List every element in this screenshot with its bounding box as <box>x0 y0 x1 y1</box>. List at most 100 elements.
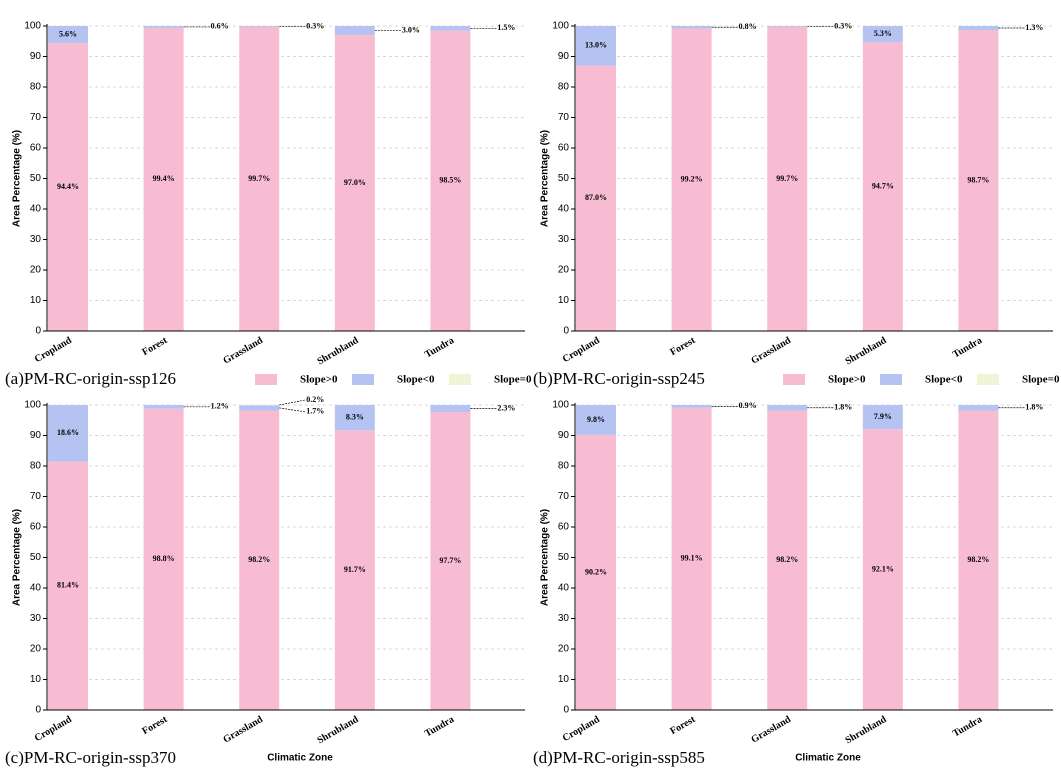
chart-title: (d)PM-RC-origin-ssp585 <box>533 748 705 767</box>
value-label: 99.4% <box>153 174 175 183</box>
y-tick-label: 40 <box>30 204 42 215</box>
value-label: 1.7% <box>306 407 324 416</box>
y-tick-label: 20 <box>30 265 42 276</box>
value-label: 0.9% <box>739 401 757 410</box>
value-label: 99.7% <box>248 174 270 183</box>
bar-segment <box>239 26 280 27</box>
chart-title: (b)PM-RC-origin-ssp245 <box>533 369 705 388</box>
x-tick-label: Cropland <box>33 335 74 365</box>
y-tick-label: 60 <box>30 143 42 154</box>
y-tick-label: 40 <box>558 204 570 215</box>
legend-swatch <box>352 374 374 385</box>
x-tick-label: Cropland <box>561 714 602 744</box>
y-tick-label: 80 <box>558 82 570 93</box>
x-tick-label: Tundra <box>423 714 456 739</box>
y-axis-label: Area Percentage (%) <box>540 130 551 227</box>
y-tick-label: 70 <box>558 491 570 502</box>
chart-title: (a)PM-RC-origin-ssp126 <box>5 369 176 388</box>
y-tick-label: 20 <box>30 644 42 655</box>
x-tick-label: Shrubland <box>843 714 888 747</box>
y-tick-label: 80 <box>558 461 570 472</box>
bar-segment <box>671 405 712 408</box>
bar-segment <box>430 412 471 710</box>
x-tick-label: Shrubland <box>315 714 360 747</box>
y-tick-label: 50 <box>558 173 570 184</box>
y-tick-label: 80 <box>30 461 42 472</box>
bar-segment <box>143 405 184 409</box>
x-tick-label: Shrubland <box>843 335 888 368</box>
legend-label: Slope>0 <box>300 374 338 386</box>
y-tick-label: 70 <box>30 112 42 123</box>
x-tick-label: Tundra <box>423 335 456 360</box>
value-label: 3.0% <box>402 25 420 34</box>
value-label: 87.0% <box>585 193 607 202</box>
y-tick-label: 10 <box>30 295 42 306</box>
bar-segment <box>334 430 375 710</box>
y-tick-label: 50 <box>30 173 42 184</box>
y-tick-label: 60 <box>30 522 42 533</box>
y-tick-label: 10 <box>30 674 42 685</box>
y-tick-label: 70 <box>558 112 570 123</box>
value-label: 92.1% <box>872 564 894 573</box>
bar-segment <box>239 26 280 331</box>
y-tick-label: 40 <box>30 583 42 594</box>
leader-line <box>279 399 306 406</box>
bar-segment <box>671 26 712 29</box>
bar-segment <box>767 405 808 411</box>
y-tick-label: 90 <box>30 51 42 62</box>
bar-segment <box>576 405 617 435</box>
x-tick-label: Grassland <box>749 335 793 367</box>
y-tick-label: 0 <box>563 705 569 716</box>
bar-segment <box>430 405 471 413</box>
value-label: 0.3% <box>834 21 852 30</box>
value-label: 81.4% <box>57 581 79 590</box>
bar-segment <box>958 26 999 30</box>
bar-segment <box>430 26 471 31</box>
x-tick-label: Forest <box>668 335 697 358</box>
x-tick-label: Tundra <box>951 714 984 739</box>
y-axis-label: Area Percentage (%) <box>12 509 23 606</box>
legend-label: Slope=0 <box>1022 374 1060 386</box>
y-tick-label: 30 <box>558 613 570 624</box>
value-label: 99.2% <box>681 175 703 184</box>
value-label: 8.3% <box>346 412 364 421</box>
bar-segment <box>48 26 89 44</box>
x-tick-label: Shrubland <box>315 335 360 368</box>
bar-segment <box>862 26 903 43</box>
y-axis-label: Area Percentage (%) <box>540 509 551 606</box>
bar-segment <box>767 410 808 710</box>
value-label: 0.2% <box>306 395 324 404</box>
value-label: 0.6% <box>211 22 229 31</box>
x-tick-label: Cropland <box>561 335 602 365</box>
legend-label: Slope=0 <box>494 374 532 386</box>
legend-swatch <box>977 374 999 385</box>
value-label: 94.4% <box>57 182 79 191</box>
value-label: 98.2% <box>967 555 989 564</box>
bar-segment <box>143 408 184 710</box>
bar-segment <box>958 410 999 710</box>
bar-segment <box>143 26 184 28</box>
x-tick-label: Forest <box>140 714 169 737</box>
y-tick-label: 0 <box>35 326 41 337</box>
bar-segment <box>334 26 375 36</box>
y-tick-label: 100 <box>24 21 41 32</box>
value-label: 5.6% <box>59 29 77 38</box>
legend-swatch <box>255 374 277 385</box>
value-label: 1.5% <box>497 23 515 32</box>
y-tick-label: 10 <box>558 674 570 685</box>
bar-segment <box>958 405 999 411</box>
y-tick-label: 20 <box>558 644 570 655</box>
bar-segment <box>862 429 903 710</box>
bar-segment <box>430 30 471 331</box>
legend-swatch <box>449 374 471 385</box>
y-tick-label: 80 <box>30 82 42 93</box>
x-tick-label: Grassland <box>221 335 265 367</box>
value-label: 99.1% <box>681 554 703 563</box>
value-label: 98.8% <box>153 554 175 563</box>
y-tick-label: 100 <box>552 400 569 411</box>
legend-label: Slope<0 <box>397 374 435 386</box>
y-axis-label: Area Percentage (%) <box>12 130 23 227</box>
legend-label: Slope>0 <box>828 374 866 386</box>
value-label: 99.7% <box>776 174 798 183</box>
